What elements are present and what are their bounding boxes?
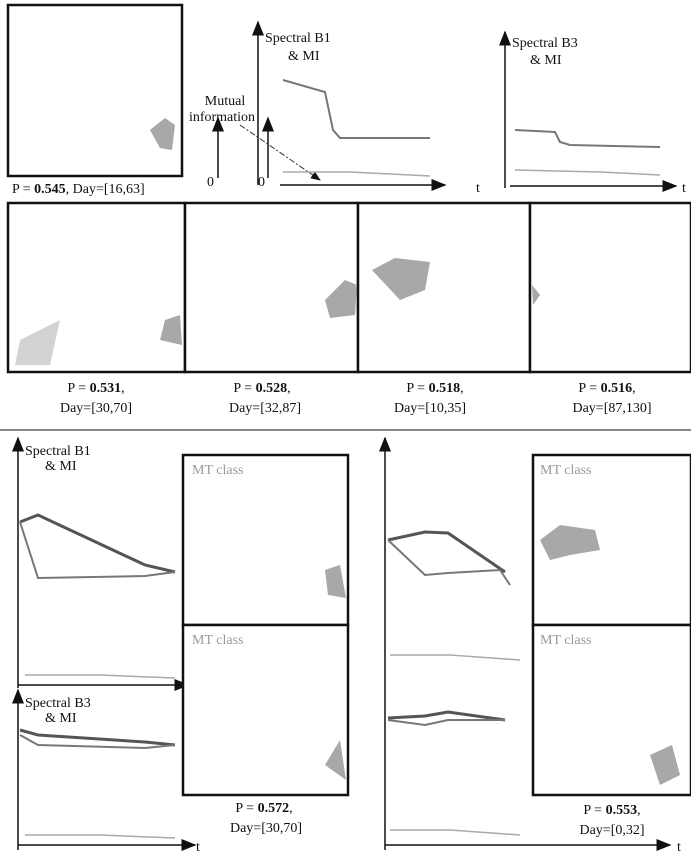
day-range: Day=[10,35]: [394, 401, 466, 416]
curve: [515, 130, 660, 147]
t-label: t: [677, 840, 681, 852]
curve: [25, 835, 175, 838]
curve: [390, 655, 520, 660]
p-value: 0.545: [34, 182, 66, 197]
t-label: t: [476, 181, 480, 196]
p-value: 0.516: [601, 381, 633, 396]
p-prefix: P =: [583, 803, 605, 818]
t-label: t: [682, 181, 686, 196]
day-range: Day=[30,70]: [60, 401, 132, 416]
zero-label: 0: [207, 175, 214, 190]
plot-label: & MI: [45, 711, 77, 726]
image-caption: P = 0.545, Day=[16,63]: [12, 182, 145, 197]
curve: [20, 730, 175, 745]
mt-class-label: MT class: [192, 633, 243, 648]
image-panel: [183, 455, 348, 625]
p-suffix: ,: [289, 801, 293, 816]
p-prefix: P =: [578, 381, 600, 396]
p-prefix: P =: [233, 381, 255, 396]
curve: [388, 720, 505, 725]
figure: P = 0.545, Day=[16,63] Mutual informatio…: [0, 0, 691, 852]
p-prefix: P =: [12, 182, 34, 197]
plot-label: Spectral B3: [25, 696, 91, 711]
mt-class-label: MT class: [192, 463, 243, 478]
p-value: 0.531: [90, 381, 122, 396]
plot-label: & MI: [45, 459, 77, 474]
plot-label: Spectral B1: [25, 444, 91, 459]
day-range: , Day=[16,63]: [66, 182, 145, 197]
mt-class-label: MT class: [540, 463, 591, 478]
mi-label: information: [189, 110, 255, 125]
p-value: 0.518: [429, 381, 461, 396]
day-range: Day=[32,87]: [229, 401, 301, 416]
caption: P = 0.516,: [578, 381, 635, 396]
p-suffix: ,: [637, 803, 641, 818]
caption: P = 0.553,: [583, 803, 640, 818]
plot-label: & MI: [288, 49, 320, 64]
curve: [283, 80, 430, 138]
p-prefix: P =: [406, 381, 428, 396]
curve: [283, 172, 430, 176]
curve: [388, 712, 505, 720]
p-suffix: ,: [460, 381, 464, 396]
caption: P = 0.528,: [233, 381, 290, 396]
p-suffix: ,: [287, 381, 291, 396]
p-prefix: P =: [235, 801, 257, 816]
day-range: Day=[30,70]: [230, 821, 302, 836]
curve: [390, 830, 520, 835]
caption: P = 0.572,: [235, 801, 292, 816]
caption: P = 0.531,: [67, 381, 124, 396]
caption: P = 0.518,: [406, 381, 463, 396]
p-suffix: ,: [632, 381, 636, 396]
image-panel: [185, 203, 358, 372]
image-panel: [183, 625, 348, 795]
image-panel: [8, 5, 182, 176]
curve: [20, 522, 175, 578]
zero-label: 0: [258, 175, 265, 190]
p-value: 0.572: [258, 801, 290, 816]
p-prefix: P =: [67, 381, 89, 396]
plot-label: Spectral B1: [265, 31, 331, 46]
mi-label: Mutual: [205, 94, 246, 109]
curve: [25, 675, 175, 678]
curve: [515, 170, 660, 175]
mt-class-label: MT class: [540, 633, 591, 648]
plot-label: Spectral B3: [512, 36, 578, 51]
curve: [20, 515, 175, 572]
curve: [388, 532, 505, 572]
image-panel: [530, 203, 691, 372]
p-value: 0.553: [606, 803, 638, 818]
t-label: t: [196, 840, 200, 852]
image-panel: [358, 203, 530, 372]
p-suffix: ,: [121, 381, 125, 396]
day-range: Day=[0,32]: [579, 823, 644, 838]
plot-label: & MI: [530, 53, 562, 68]
day-range: Day=[87,130]: [572, 401, 651, 416]
p-value: 0.528: [256, 381, 288, 396]
